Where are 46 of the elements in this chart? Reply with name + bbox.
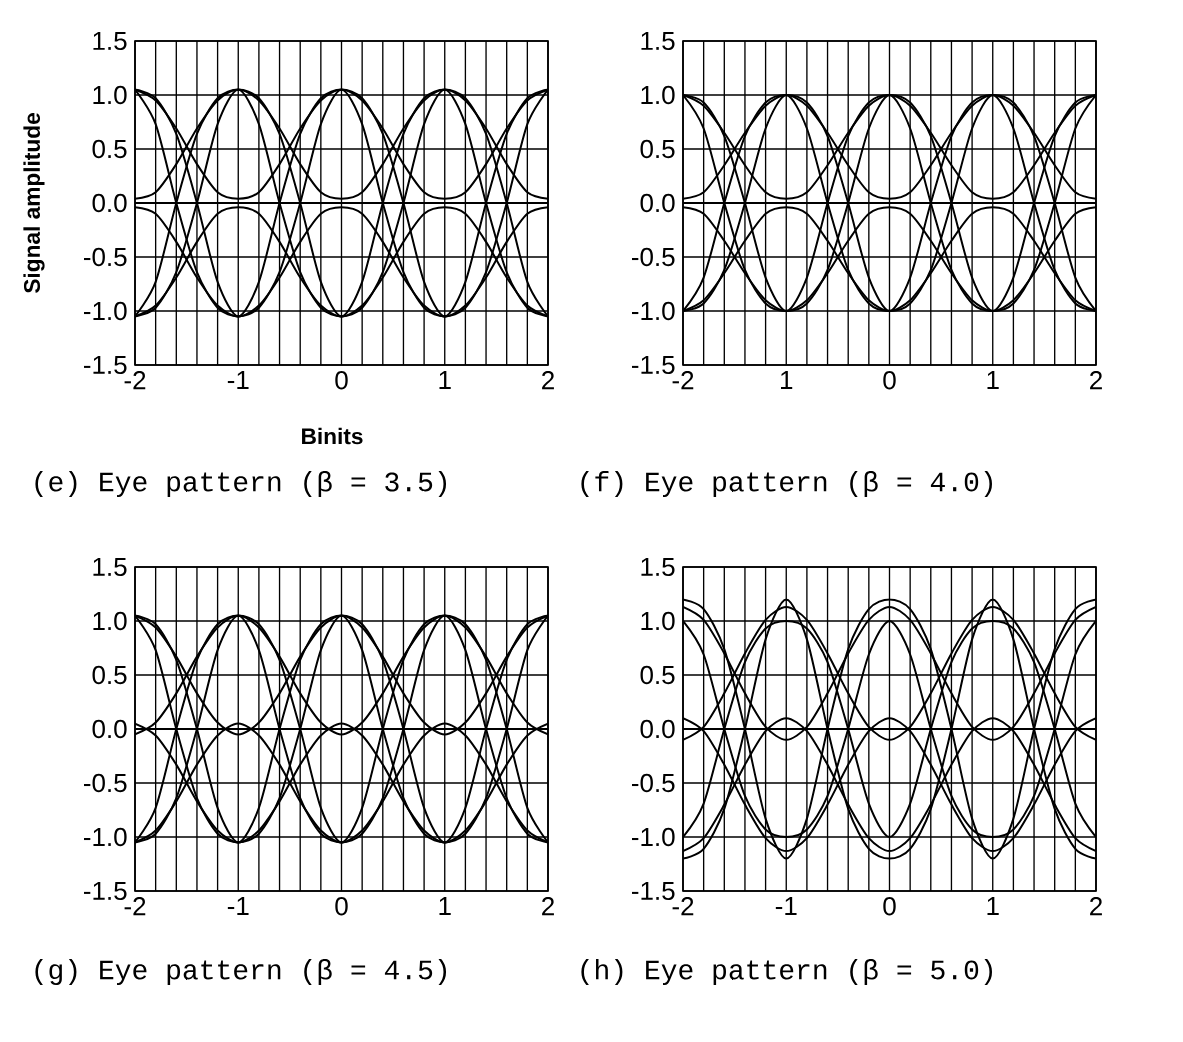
x-tick-label: -1 [227,371,249,389]
x-tick-label: 1 [987,371,999,389]
x-tick-label: -1 [227,897,249,915]
x-tick-label: -1 [775,897,797,915]
y-tick-label: -1.0 [83,827,127,847]
x-tick-label: 1 [781,371,793,389]
y-tick-label: 1.5 [641,557,675,577]
y-axis-title: Signal amplitude [23,113,45,294]
text: (f) Eye pattern (β = 4.0) [581,470,992,498]
y-tick-label: -1.0 [83,301,127,321]
y-tick-label: 1.0 [641,611,675,631]
x-tick-label: 0 [335,371,348,390]
y-tick-label: 0.5 [92,139,127,159]
y-tick-label: -0.5 [83,247,127,267]
text: (g) Eye pattern (β = 4.5) [35,958,447,986]
x-tick-label: 2 [542,371,554,390]
y-tick-label: 1.5 [641,31,675,51]
y-tick-label: 1.0 [641,85,675,105]
x-tick-label: 0 [335,897,348,916]
x-tick-label: 1 [987,897,999,915]
y-tick-label: 1.0 [93,611,127,631]
y-tick-label: 0.5 [92,665,127,685]
x-axis-title: Binits [302,427,363,445]
y-tick-label: 0.0 [92,193,127,213]
y-tick-label: 0.5 [640,665,675,685]
x-tick-label: 1 [439,897,451,915]
y-tick-label: -0.5 [83,773,127,793]
x-tick-label: 2 [1090,897,1102,916]
y-tick-label: 0.0 [92,719,127,739]
y-tick-label: 1.5 [93,31,127,51]
x-tick-label: 0 [883,371,896,390]
y-tick-label: -1.0 [631,827,675,847]
text: (h) Eye pattern (β = 5.0) [581,958,992,986]
y-tick-label: -0.5 [631,773,675,793]
x-tick-label: 2 [1090,371,1102,390]
y-tick-label: 0.0 [640,193,675,213]
y-tick-label: 1.5 [93,557,127,577]
y-tick-label: 0.5 [640,139,675,159]
y-tick-label: 1.0 [93,85,127,105]
y-tick-label: 0.0 [640,719,675,739]
x-tick-label: 0 [883,897,896,916]
x-tick-label: 2 [542,897,554,916]
text: (e) Eye pattern (β = 3.5) [35,470,447,498]
x-tick-label: 1 [439,371,451,389]
y-tick-label: -0.5 [631,247,675,267]
y-tick-label: -1.0 [631,301,675,321]
